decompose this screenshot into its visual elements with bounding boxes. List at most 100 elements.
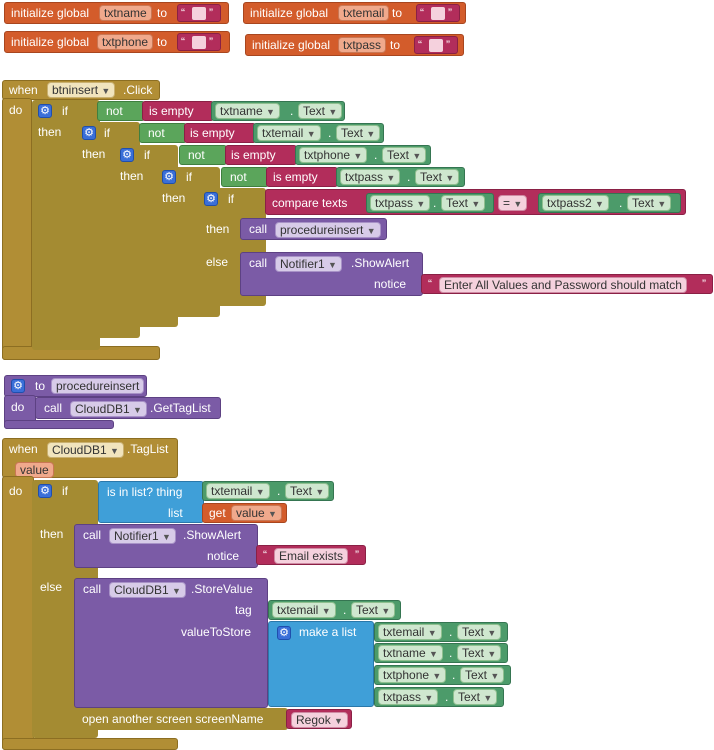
property-dropdown[interactable]: Text ▼: [627, 195, 672, 211]
component-text-getter[interactable]: txtphone ▼ . Text ▼: [374, 665, 511, 685]
not-block[interactable]: not: [179, 145, 227, 165]
global-name-field[interactable]: txtname: [99, 5, 152, 21]
component-dropdown[interactable]: txtphone ▼: [299, 147, 368, 163]
component-dropdown[interactable]: txtpass ▼: [378, 689, 439, 705]
component-text-getter[interactable]: txtpass ▼ . Text ▼: [366, 193, 494, 213]
component-dropdown[interactable]: txtemail ▼: [272, 602, 336, 618]
property-dropdown[interactable]: Text ▼: [457, 645, 502, 661]
component-text-getter[interactable]: txtname ▼ . Text ▼: [374, 643, 508, 663]
component-text-getter[interactable]: txtpass2 ▼ . Text ▼: [538, 193, 681, 213]
is-empty-block[interactable]: is empty: [225, 145, 297, 165]
component-dropdown[interactable]: CloudDB1 ▼: [109, 582, 186, 598]
exists-text-field[interactable]: Email exists: [274, 548, 349, 564]
component-dropdown[interactable]: txtpass ▼: [370, 195, 431, 211]
call-procedureinsert[interactable]: call procedureinsert ▼: [240, 218, 387, 240]
empty-string-block[interactable]: “ ”: [177, 33, 221, 51]
mutator-gear-icon[interactable]: ⚙: [38, 484, 52, 498]
empty-string-field[interactable]: [429, 39, 443, 52]
alert-text-block[interactable]: “ Enter All Values and Password should m…: [421, 274, 713, 294]
global-init-txtphone[interactable]: initialize global txtphone to “ ”: [4, 31, 230, 53]
component-text-getter[interactable]: txtname ▼ . Text ▼: [211, 101, 345, 121]
screen-dropdown[interactable]: Regok ▼: [291, 712, 348, 728]
variable-dropdown[interactable]: value ▼: [231, 505, 282, 521]
property-dropdown[interactable]: Text ▼: [298, 103, 343, 119]
component-text-getter[interactable]: txtemail ▼ . Text ▼: [268, 600, 401, 620]
property-dropdown[interactable]: Text ▼: [453, 689, 498, 705]
call-notifier-showalert[interactable]: call Notifier1 ▼ .ShowAlert notice: [74, 524, 258, 568]
empty-string-block[interactable]: “ ”: [414, 36, 458, 54]
global-name-field[interactable]: txtpass: [338, 37, 387, 53]
component-text-getter[interactable]: txtemail ▼ . Text ▼: [253, 123, 384, 143]
mutator-gear-icon[interactable]: ⚙: [120, 148, 134, 162]
get-value-block[interactable]: get value ▼: [202, 503, 287, 523]
component-dropdown[interactable]: CloudDB1 ▼: [70, 401, 147, 417]
is-empty-block[interactable]: is empty: [184, 123, 256, 143]
property-dropdown[interactable]: Text ▼: [285, 483, 330, 499]
component-dropdown[interactable]: txtname ▼: [215, 103, 280, 119]
property-dropdown[interactable]: Text ▼: [336, 125, 381, 141]
compare-texts-block[interactable]: compare texts txtpass ▼ . Text ▼ = ▼ txt…: [265, 189, 686, 215]
make-a-list-block[interactable]: ⚙ make a list: [268, 621, 374, 707]
is-empty-block[interactable]: is empty: [266, 167, 338, 187]
empty-string-block[interactable]: “ ”: [416, 4, 460, 22]
event-clouddb-taglist-header[interactable]: when CloudDB1 ▼ .TagList value: [2, 438, 178, 478]
event-param-value[interactable]: value: [15, 462, 54, 478]
procedure-definition-header[interactable]: ⚙ to procedureinsert: [4, 375, 147, 397]
is-empty-block[interactable]: is empty: [142, 101, 214, 121]
is-in-list-block[interactable]: is in list? thing list: [98, 481, 204, 523]
component-dropdown[interactable]: txtpass ▼: [340, 169, 401, 185]
screen-name-block[interactable]: Regok ▼: [286, 709, 352, 729]
global-init-txtpass[interactable]: initialize global txtpass to “ ”: [245, 34, 464, 56]
component-dropdown[interactable]: Notifier1 ▼: [275, 256, 342, 272]
global-name-field[interactable]: txtphone: [97, 34, 154, 50]
component-text-getter[interactable]: txtphone ▼ . Text ▼: [295, 145, 431, 165]
component-dropdown[interactable]: txtemail ▼: [378, 624, 442, 640]
property-dropdown[interactable]: Text ▼: [460, 667, 505, 683]
component-dropdown[interactable]: CloudDB1 ▼: [47, 442, 124, 458]
empty-string-field[interactable]: [192, 7, 206, 20]
component-dropdown[interactable]: btninsert ▼: [47, 82, 116, 98]
property-dropdown[interactable]: Text ▼: [441, 195, 486, 211]
dot-label: .: [449, 625, 453, 639]
component-dropdown[interactable]: txtpass2 ▼: [542, 195, 609, 211]
component-text-getter[interactable]: txtpass ▼ . Text ▼: [336, 167, 465, 187]
alert-text-field[interactable]: Enter All Values and Password should mat…: [439, 277, 687, 293]
mutator-gear-icon[interactable]: ⚙: [38, 104, 52, 118]
component-dropdown[interactable]: Notifier1 ▼: [109, 528, 176, 544]
empty-string-field[interactable]: [192, 36, 206, 49]
property-dropdown[interactable]: Text ▼: [382, 147, 427, 163]
call-clouddb-gettaglist[interactable]: call CloudDB1 ▼ .GetTagList: [35, 397, 221, 419]
global-init-txtname[interactable]: initialize global txtname to “ ”: [4, 2, 229, 24]
not-block[interactable]: not: [97, 101, 145, 121]
component-dropdown[interactable]: txtemail ▼: [257, 125, 321, 141]
procedure-dropdown[interactable]: procedureinsert ▼: [275, 222, 381, 238]
property-dropdown[interactable]: Text ▼: [415, 169, 460, 185]
mutator-gear-icon[interactable]: ⚙: [162, 170, 176, 184]
mutator-gear-icon[interactable]: ⚙: [204, 192, 218, 206]
call-notifier-showalert[interactable]: call Notifier1 ▼ .ShowAlert notice: [240, 252, 423, 296]
component-dropdown[interactable]: txtname ▼: [378, 645, 443, 661]
not-block[interactable]: not: [139, 123, 187, 143]
not-block[interactable]: not: [221, 167, 269, 187]
open-another-screen-block[interactable]: open another screen screenName: [74, 708, 288, 730]
operator-dropdown[interactable]: = ▼: [498, 195, 528, 211]
component-dropdown[interactable]: txtemail ▼: [206, 483, 270, 499]
mutator-gear-icon[interactable]: ⚙: [82, 126, 96, 140]
property-dropdown[interactable]: Text ▼: [457, 624, 502, 640]
mutator-gear-icon[interactable]: ⚙: [277, 626, 291, 640]
empty-string-block[interactable]: “ ”: [177, 4, 221, 22]
component-text-getter[interactable]: txtemail ▼ . Text ▼: [374, 622, 508, 642]
component-text-getter[interactable]: txtemail ▼ . Text ▼: [202, 481, 334, 501]
call-clouddb-storevalue[interactable]: call CloudDB1 ▼ .StoreValue tag valueToS…: [74, 578, 268, 708]
empty-string-field[interactable]: [431, 7, 445, 20]
component-dropdown[interactable]: txtphone ▼: [378, 667, 447, 683]
global-name-field[interactable]: txtemail: [338, 5, 390, 21]
event-btninsert-click-header[interactable]: when btninsert ▼ .Click: [2, 80, 160, 100]
chevron-down-icon: ▼: [471, 199, 481, 209]
mutator-gear-icon[interactable]: ⚙: [11, 379, 25, 393]
component-text-getter[interactable]: txtpass ▼ . Text ▼: [374, 687, 504, 707]
property-dropdown[interactable]: Text ▼: [351, 602, 396, 618]
procedure-name-field[interactable]: procedureinsert: [51, 378, 145, 394]
exists-text-block[interactable]: “ Email exists ”: [256, 545, 366, 565]
global-init-txtemail[interactable]: initialize global txtemail to “ ”: [243, 2, 466, 24]
